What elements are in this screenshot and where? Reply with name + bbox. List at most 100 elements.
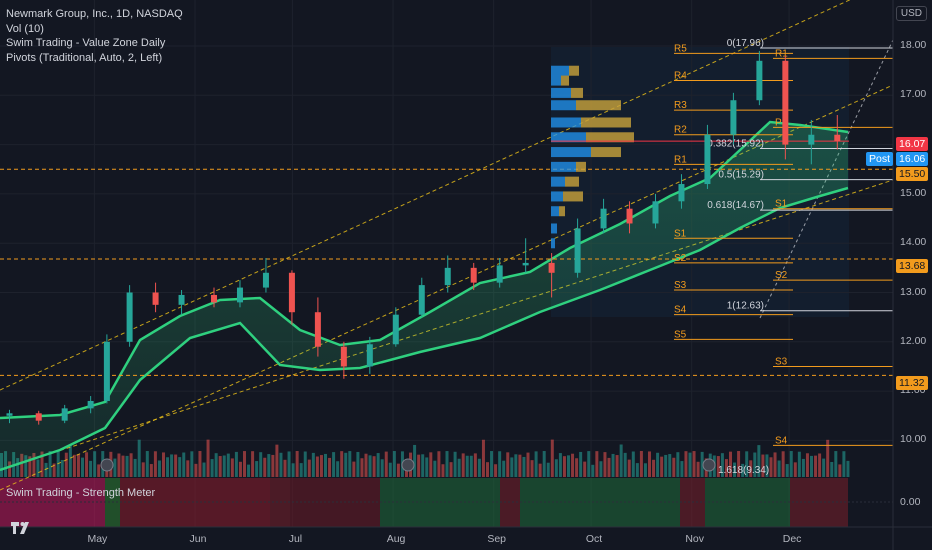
pivot-label: R4 <box>674 71 687 82</box>
candle-body <box>152 292 159 305</box>
time-axis-label: Oct <box>585 533 603 545</box>
volume-bar <box>291 463 295 477</box>
volume-bar <box>684 451 688 477</box>
channel-line <box>0 84 894 491</box>
volume-bar <box>773 452 777 477</box>
fib-label: 0(17.96) <box>727 38 764 49</box>
volume-bar <box>279 452 283 477</box>
price-axis-label: 0.00 <box>900 496 921 508</box>
tradingview-logo-icon <box>11 522 29 534</box>
volume-bar <box>32 452 36 477</box>
volume-bar <box>283 459 287 477</box>
level-tag-b: 13.68 <box>896 259 929 273</box>
volume-bar <box>348 451 352 477</box>
volume-bar <box>486 462 489 477</box>
candle-body <box>236 287 243 303</box>
volume-bar <box>522 456 526 477</box>
volume-bar <box>797 451 801 477</box>
volume-bar <box>145 451 149 477</box>
volume-bar <box>315 456 319 477</box>
volume-bar <box>461 453 465 477</box>
volume-profile-bar <box>559 206 565 217</box>
post-market-price-tag: 16.06 <box>896 152 929 166</box>
symbol-title[interactable]: Newmark Group, Inc., 1D, NASDAQ <box>6 8 183 20</box>
volume-bar <box>834 451 838 477</box>
value-zone-indicator-label[interactable]: Swim Trading - Value Zone Daily <box>6 37 166 49</box>
candle-body <box>178 294 185 305</box>
volume-bar <box>822 458 826 477</box>
currency-button[interactable]: USD <box>895 6 927 21</box>
volume-bar <box>668 454 672 477</box>
volume-bar <box>425 457 429 477</box>
candle-body <box>288 272 295 313</box>
pivots-indicator-label[interactable]: Pivots (Traditional, Auto, 2, Left) <box>6 51 163 64</box>
volume-bar <box>660 456 664 477</box>
volume-bar <box>376 453 380 477</box>
candle-body <box>834 134 841 142</box>
volume-bar <box>757 445 761 477</box>
fast-ma-line <box>0 120 849 420</box>
volume-bar <box>481 439 485 477</box>
price-axis-label: 18.00 <box>900 39 927 51</box>
volume-bar <box>194 463 198 477</box>
candle-body <box>444 267 451 286</box>
volume-bar <box>583 461 587 477</box>
volume-bar <box>623 452 627 477</box>
pivot-label: S4 <box>674 305 687 316</box>
volume-bar <box>328 457 332 477</box>
volume-bar <box>218 456 222 477</box>
candle-body <box>756 60 763 101</box>
volume-bar <box>170 454 174 477</box>
volume-bar <box>392 451 396 477</box>
value-zone-fill <box>0 122 848 470</box>
volume-bar <box>526 452 530 477</box>
volume-bar <box>761 454 765 477</box>
volume-bar <box>518 454 522 477</box>
pivot-label: S3 <box>674 280 687 291</box>
volume-bar <box>24 455 28 477</box>
volume-bar <box>28 456 32 477</box>
volume-bar <box>814 455 818 477</box>
volume-bar <box>76 454 80 477</box>
volume-bar <box>214 453 218 477</box>
volume-bar <box>558 453 562 477</box>
volume-bar <box>437 451 441 477</box>
volume-bar <box>36 459 40 477</box>
slow-ma-line <box>0 186 849 472</box>
price-axis-label: 13.00 <box>900 285 927 298</box>
volume-bar <box>360 458 364 477</box>
volume-bar <box>615 455 619 477</box>
volume-bar <box>720 453 724 477</box>
volume-bar <box>72 454 76 477</box>
volume-profile-bar <box>551 87 571 98</box>
volume-bar <box>44 462 48 477</box>
volume-bar <box>842 451 846 477</box>
vol-indicator-label[interactable]: Vol (10) <box>6 22 44 35</box>
candle-body <box>730 100 737 135</box>
volume-bar <box>20 453 24 477</box>
volume-profile-bar <box>571 87 583 98</box>
volume-bar <box>125 455 129 477</box>
volume-bar <box>656 452 660 477</box>
volume-bar <box>52 463 56 477</box>
pivot-label: S1 <box>775 199 788 210</box>
volume-bar <box>818 453 822 477</box>
earnings-markers <box>100 458 716 472</box>
volume-bar <box>769 457 773 477</box>
volume-bar <box>724 459 728 477</box>
fib-label: 0.382(15.92) <box>707 139 764 150</box>
candle-body <box>340 346 347 367</box>
volume-profile-bar <box>551 191 563 202</box>
volume-profile-bar <box>569 65 579 76</box>
time-axis-label: Jul <box>288 533 303 545</box>
volume-bar <box>652 459 656 477</box>
volume-bar <box>595 451 599 477</box>
candle-body <box>496 265 503 283</box>
time-axis-label: Dec <box>782 533 802 545</box>
volume-bar <box>619 444 623 477</box>
volume-bar <box>40 451 44 477</box>
strength-meter-label[interactable]: Swim Trading - Strength Meter <box>6 487 156 499</box>
volume-bar <box>603 452 607 477</box>
volume-bar <box>716 456 720 477</box>
